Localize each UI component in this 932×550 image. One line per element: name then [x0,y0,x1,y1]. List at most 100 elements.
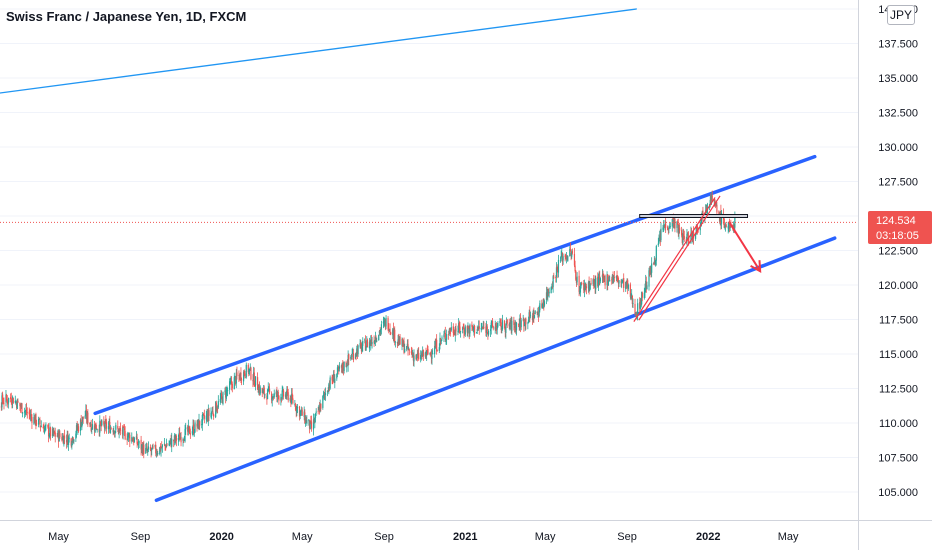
candle-body [33,416,36,424]
candle-body [220,394,222,400]
candle-body [12,398,14,404]
candle-body [710,199,712,201]
candle-body [453,331,455,335]
candle-body [573,253,576,266]
candle-body [145,447,148,449]
wedge-support-line[interactable] [633,197,716,322]
candle-body [318,406,320,411]
candle-body [175,435,177,441]
candle-body [575,279,578,284]
candle-body [514,323,516,329]
candle-body [53,431,56,434]
last-price-badge: 124.534 03:18:05 [868,211,932,244]
y-tick-label: 115.000 [879,349,918,361]
candle-body [662,227,664,230]
candle-body [546,292,548,298]
candle-body [80,419,82,427]
candle-body [34,414,36,424]
drawings-layer[interactable] [0,8,837,503]
candle-body [655,246,657,261]
candle-body [26,408,28,413]
candle-body [216,409,218,411]
candle-body [169,438,171,441]
candle-body [487,332,489,334]
candle-body [294,403,296,405]
candle-body [244,373,246,377]
candle-body [564,255,566,257]
candle-body [254,376,257,386]
candle-body [252,379,254,382]
candle-body [711,195,713,203]
candle-body [402,341,404,346]
candle-body [356,349,359,356]
candle-body [336,373,338,379]
candle-body [328,385,331,388]
wedge-support-line-parallel[interactable] [638,195,721,321]
candle-body [482,325,484,328]
candle-body [450,331,452,333]
candle-body [113,430,115,434]
candle-body [529,314,532,316]
candle-body [47,424,49,428]
candle-body [159,445,162,452]
candle-body [648,270,650,287]
candle-body [392,329,394,336]
candle-body [373,340,375,344]
candle-body [462,327,464,330]
candle-body [547,289,549,297]
candle-body [531,316,534,320]
candle-body [444,333,446,335]
candle-body [342,362,344,369]
candle-body [583,284,586,292]
candle-body [462,327,464,329]
candle-body [496,325,498,330]
candle-body [450,327,452,331]
candle-body [141,445,144,454]
candle-body [324,393,326,394]
candle-body [159,447,161,455]
candle-body [432,353,434,355]
candle-body [305,418,307,424]
candle-body [164,444,166,446]
candle-body [273,393,275,398]
long-trendline[interactable] [0,8,638,95]
candle-body [163,443,165,445]
candle-body [133,438,136,442]
candle-body [694,234,697,239]
candle-body [411,351,413,356]
candle-body [30,414,32,417]
currency-button[interactable]: JPY [887,5,915,25]
candle-body [613,277,615,280]
candle-body [552,276,554,288]
lower-channel-line[interactable] [154,236,837,503]
candle-body [459,326,461,332]
price-badge-value: 124.534 [876,215,916,227]
candle-body [58,432,60,442]
candle-body [238,375,240,376]
candle-body [603,276,605,280]
candle-body [660,228,662,241]
candle-body [473,325,476,334]
candle-body [571,251,574,254]
candle-body [667,226,669,230]
candle-body [575,270,577,280]
annotation-layer[interactable] [633,195,762,322]
candle-body [183,440,185,441]
candle-body [165,445,167,449]
candle-body [449,328,451,332]
candle-body [538,311,540,316]
projection-arrow[interactable] [728,220,762,272]
candle-body [523,318,525,327]
candle-body [248,369,250,372]
candle-body [607,280,609,286]
candle-body [284,394,287,398]
y-tick-label: 132.500 [878,108,918,120]
candle-body [180,436,182,443]
resistance-level-box[interactable] [639,214,749,218]
candle-body [650,267,652,274]
upper-channel-line[interactable] [93,154,817,416]
candle-body [301,409,303,416]
candle-body [550,287,552,294]
candle-body [379,330,381,333]
